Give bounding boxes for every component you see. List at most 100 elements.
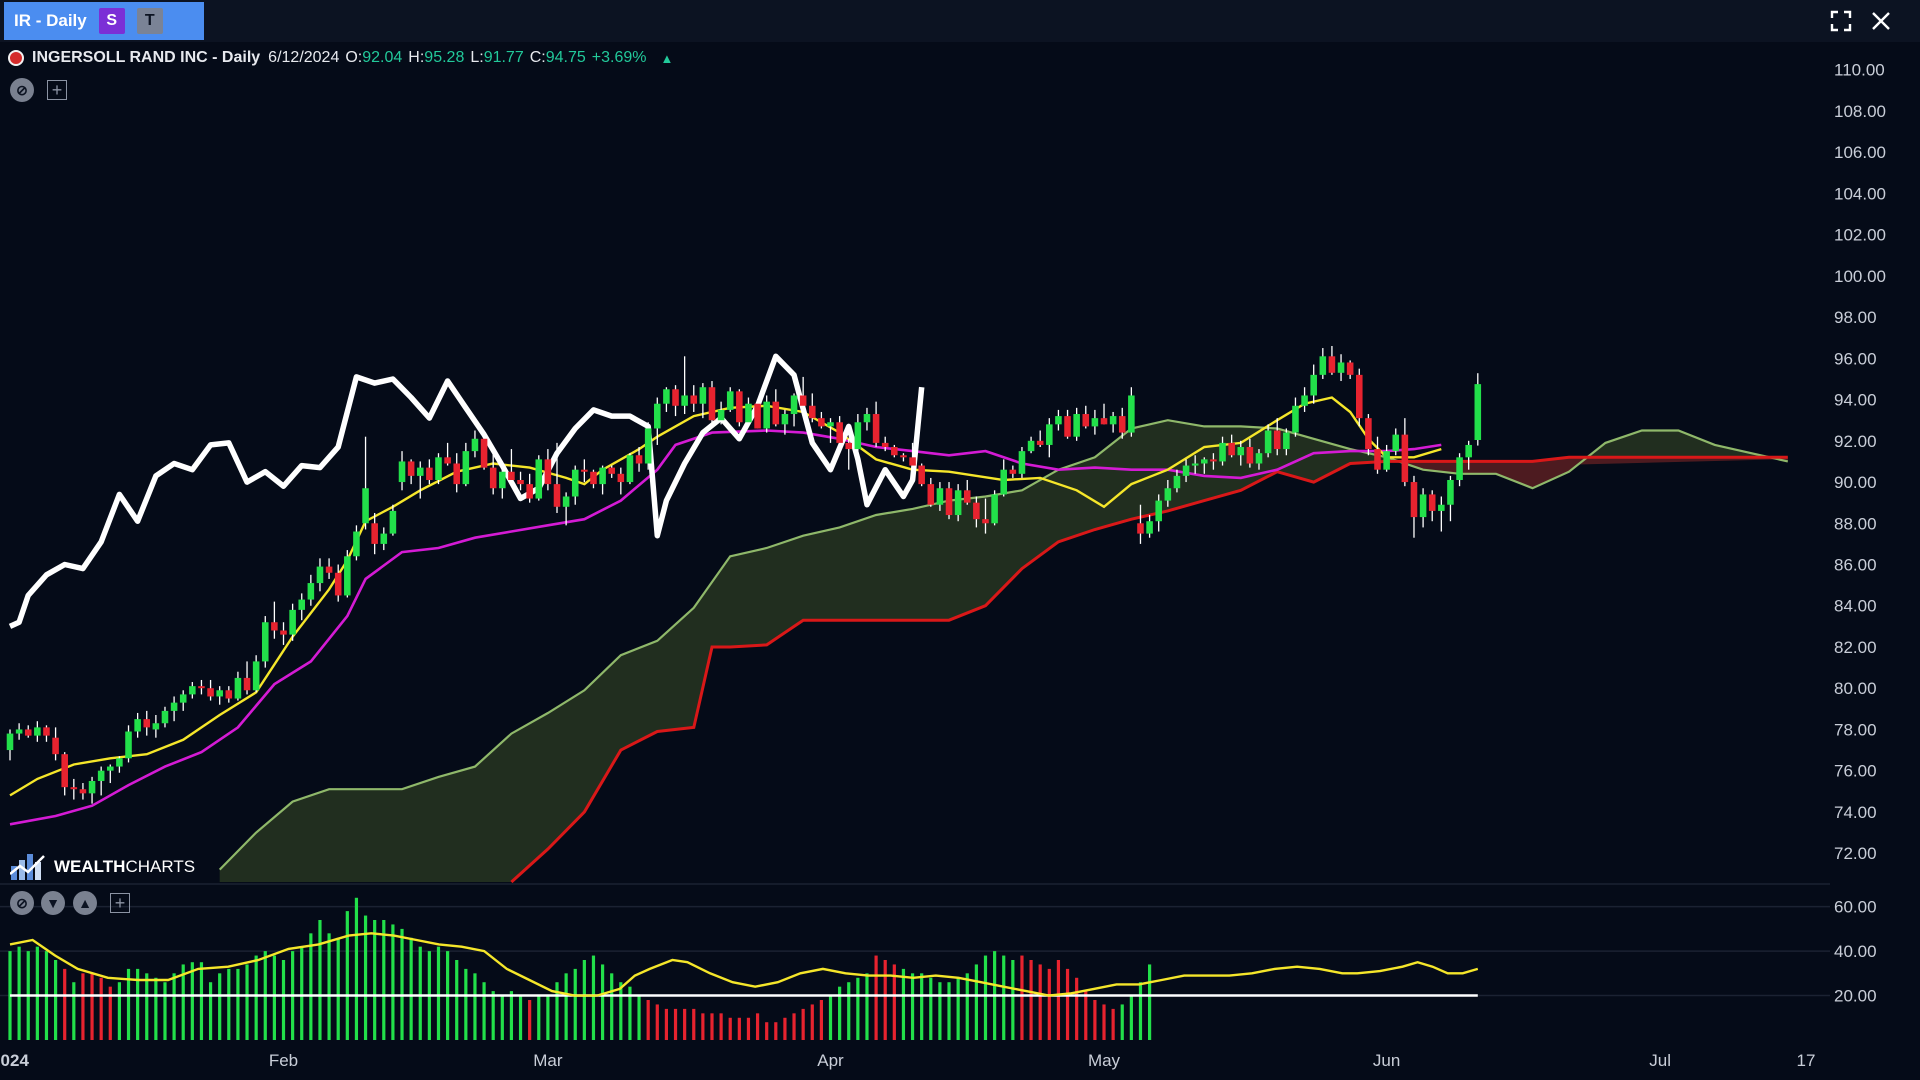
- candle-body: [97, 770, 105, 781]
- candle: [1128, 387, 1135, 437]
- bar-date: 6/12/2024: [268, 49, 340, 66]
- candle-body: [1301, 395, 1308, 406]
- osc-bar: [172, 973, 176, 1040]
- candle: [1173, 469, 1181, 493]
- candle: [1246, 438, 1254, 468]
- candle: [699, 383, 707, 419]
- candle-body: [453, 463, 461, 485]
- candle: [380, 527, 388, 551]
- candle: [535, 455, 543, 501]
- osc-bar: [327, 933, 331, 1040]
- osc-bar: [828, 995, 833, 1040]
- candle-body: [143, 719, 151, 728]
- close-icon[interactable]: [1870, 10, 1892, 32]
- candle: [170, 696, 178, 722]
- candle: [1447, 475, 1454, 522]
- candle-body: [909, 457, 916, 466]
- osc-bar: [254, 955, 258, 1040]
- candle-body: [963, 490, 971, 503]
- osc-bar: [692, 1008, 696, 1040]
- high-value: 95.28: [424, 49, 465, 66]
- candle-body: [79, 789, 87, 794]
- osc-bar: [947, 982, 951, 1040]
- candle-body: [426, 467, 433, 480]
- candle-body: [1055, 416, 1062, 425]
- osc-bar: [473, 973, 477, 1040]
- candle: [1273, 418, 1281, 456]
- osc-bar: [227, 968, 231, 1040]
- price-tick-label: 94.00: [1834, 391, 1877, 410]
- relative-strength-line: [8, 353, 925, 629]
- candle: [544, 449, 552, 491]
- candle: [517, 471, 524, 491]
- candle-body: [1082, 414, 1090, 427]
- osc-bar: [72, 982, 76, 1040]
- osc-bar: [1093, 1000, 1097, 1040]
- add-indicator-icon[interactable]: +: [47, 80, 67, 100]
- candle: [234, 671, 242, 701]
- candle: [736, 389, 743, 427]
- change-percent: +3.69%: [591, 49, 647, 66]
- candle: [471, 430, 479, 458]
- high-label: H:: [408, 49, 425, 66]
- candle: [453, 453, 461, 493]
- osc-bar: [145, 973, 149, 1040]
- osc-bar: [63, 968, 67, 1040]
- candle: [499, 469, 506, 499]
- candle-body: [1456, 457, 1463, 480]
- move-down-icon[interactable]: ▼: [41, 891, 65, 915]
- chart-tab[interactable]: IR - Daily S T: [4, 2, 204, 40]
- hide-indicators-icon[interactable]: ⊘: [10, 78, 34, 102]
- candle-body: [499, 471, 506, 489]
- time-tick-label: Jun: [1373, 1051, 1400, 1070]
- candle-body: [1155, 500, 1162, 522]
- candle: [808, 393, 816, 423]
- move-up-icon[interactable]: ▲: [73, 891, 97, 915]
- osc-bar: [728, 1017, 732, 1040]
- candle: [1474, 373, 1482, 446]
- candle-body: [107, 766, 114, 771]
- candle: [1346, 360, 1354, 379]
- osc-bar: [409, 937, 413, 1040]
- candle: [954, 484, 962, 522]
- candle-body: [599, 467, 606, 485]
- candle: [581, 459, 588, 483]
- candle: [1228, 434, 1235, 458]
- candle-body: [644, 428, 652, 464]
- candle-body: [389, 510, 397, 534]
- osc-bar: [35, 946, 39, 1040]
- candle: [462, 442, 470, 487]
- expand-icon[interactable]: [1830, 10, 1852, 32]
- candle-body: [754, 403, 761, 429]
- candle-body: [1447, 479, 1454, 505]
- template-badge[interactable]: T: [136, 8, 163, 34]
- osc-signal-line: [9, 932, 1479, 997]
- osc-bar: [628, 986, 632, 1040]
- price-tick-label: 90.00: [1834, 473, 1877, 492]
- price-tick-label: 80.00: [1834, 679, 1877, 698]
- candle-body: [344, 556, 351, 596]
- candle-body: [1273, 430, 1281, 450]
- candle-body: [681, 395, 688, 406]
- candle-body: [945, 488, 953, 516]
- candle-body: [61, 754, 68, 788]
- price-axis: 110.00 108.00 106.00 104.00 102.00 100.00 98.0…: [1834, 61, 1886, 863]
- candle-body: [1310, 374, 1317, 396]
- strategy-badge[interactable]: S: [98, 8, 125, 34]
- candle: [480, 434, 488, 470]
- osc-bar: [245, 964, 249, 1040]
- osc-bar: [610, 973, 614, 1040]
- candle: [325, 558, 333, 579]
- osc-bar: [637, 995, 641, 1040]
- add-oscillator-icon[interactable]: +: [110, 893, 130, 913]
- candle: [43, 725, 50, 742]
- candle: [61, 752, 68, 796]
- candle: [1264, 424, 1272, 458]
- hide-oscillator-icon[interactable]: ⊘: [10, 891, 34, 915]
- candle: [590, 469, 597, 489]
- candle: [781, 409, 789, 435]
- osc-bar: [938, 982, 942, 1040]
- price-tick-label: 78.00: [1834, 720, 1877, 739]
- candle-body: [918, 465, 925, 485]
